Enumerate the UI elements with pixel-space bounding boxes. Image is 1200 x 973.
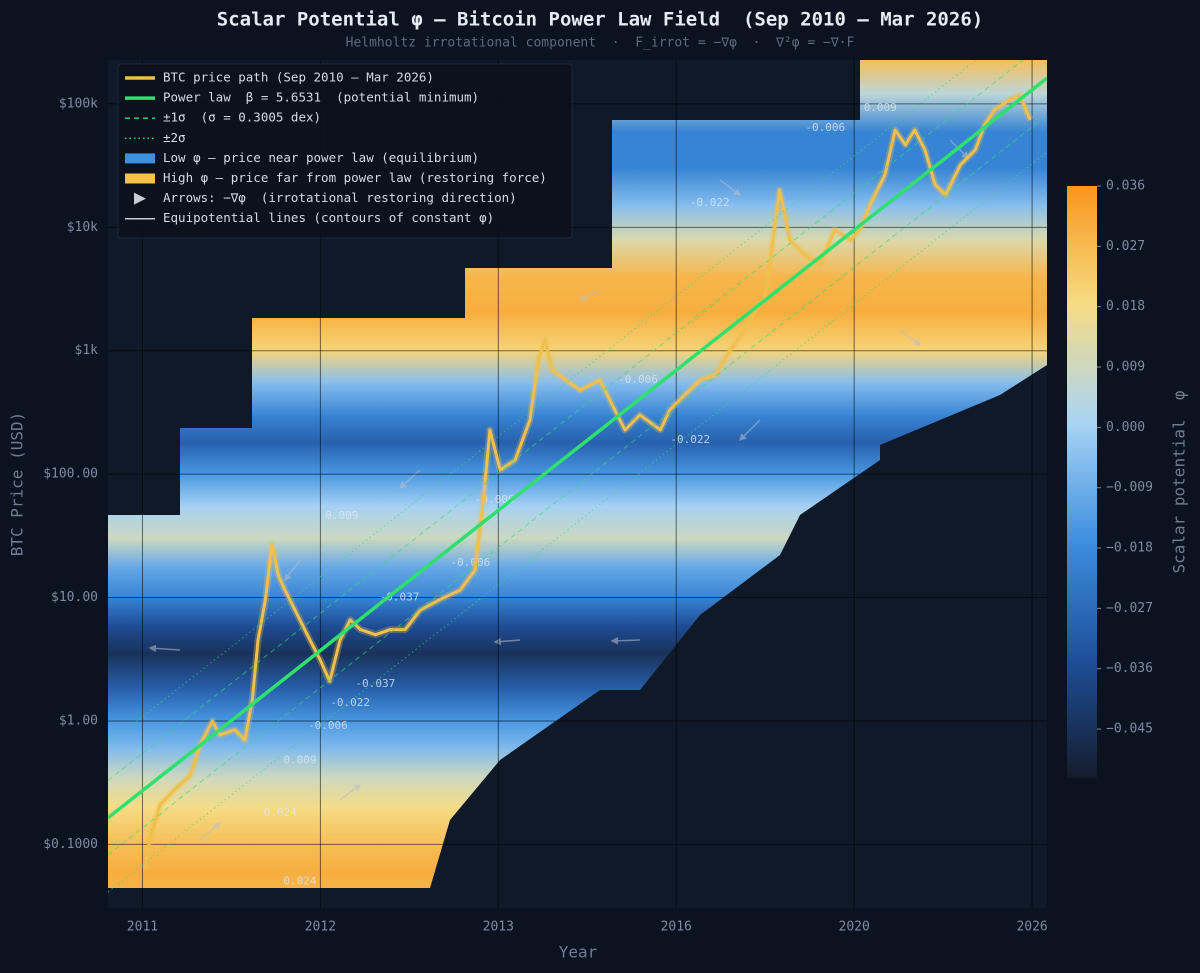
y-tick-label: $1.00: [59, 713, 98, 728]
legend-swatch: [134, 192, 146, 205]
field-arrow: [199, 822, 222, 841]
legend-swatch: [125, 173, 155, 184]
chart-subtitle: Helmholtz irrotational component · F_irr…: [346, 36, 855, 51]
x-axis-label: Year: [559, 943, 598, 962]
colorbar-tick-label: 0.027: [1106, 239, 1145, 254]
colorbar-tick-label: −0.027: [1106, 601, 1153, 616]
legend: BTC price path (Sep 2010 – Mar 2026) Powe…: [117, 63, 573, 239]
series: [108, 60, 1047, 893]
contour-label: 0.009: [283, 753, 316, 766]
contour-label: -0.022: [670, 433, 710, 446]
y-tick-label: $10.00: [51, 590, 98, 605]
x-tick-label: 2011: [127, 920, 158, 935]
contour-label: -0.022: [690, 196, 730, 209]
y-tick-label: $100.00: [43, 467, 98, 482]
field-arrow: [148, 644, 181, 653]
band-line: [108, 114, 1047, 856]
field-arrow: [339, 784, 362, 801]
colorbar-tick-label: 0.018: [1106, 299, 1145, 314]
field-band: [108, 350, 1047, 384]
colorbar-tick-label: −0.009: [1106, 480, 1153, 495]
x-tick-label: 2016: [661, 920, 692, 935]
contour-label: -0.037: [355, 677, 395, 690]
colorbar-tick-label: 0.000: [1106, 420, 1145, 435]
colorbar-label: Scalar potential φ: [1170, 390, 1189, 573]
y-tick-label: $10k: [67, 220, 98, 235]
field-arrow: [398, 469, 421, 490]
colorbar: 0.036 0.027 0.018 0.009 0.000 −0.009 −0.018 −0.…: [1067, 179, 1153, 778]
contour-labels: 0.009 0.009 -0.006 -0.022 -0.006 -0.022 -0.006…: [264, 101, 897, 888]
legend-label: Low φ — price near power law (equilibriu…: [163, 150, 479, 165]
contour-label: -0.006: [308, 719, 348, 732]
contour-label: 0.024: [264, 806, 297, 819]
power-law-line: [108, 76, 1047, 820]
x-tick-label: 2012: [305, 920, 336, 935]
x-tick-label: 2020: [839, 920, 870, 935]
contour-label: -0.006: [450, 556, 490, 569]
legend-label: ±1σ (σ = 0.3005 dex): [163, 110, 321, 125]
chart-title: Scalar Potential φ — Bitcoin Power Law F…: [217, 9, 983, 31]
field-arrow: [610, 637, 641, 645]
contour-label: -0.006: [805, 121, 845, 134]
field-arrows: [148, 139, 970, 841]
colorbar-tick-label: 0.009: [1106, 360, 1145, 375]
y-tick-label: $1k: [75, 343, 99, 358]
colorbar-tick-label: −0.045: [1106, 722, 1153, 737]
legend-label: BTC price path (Sep 2010 – Mar 2026): [163, 70, 434, 85]
band-line: [108, 151, 1047, 893]
x-tick-label: 2013: [483, 920, 514, 935]
field-band: [108, 414, 1047, 444]
legend-label: High φ — price far from power law (resto…: [163, 170, 547, 185]
contour-label: -0.006: [618, 373, 658, 386]
field-band: [108, 313, 1047, 352]
band-line: [108, 60, 977, 745]
contour-label: -0.022: [330, 696, 370, 709]
field-arrow: [578, 289, 601, 301]
legend-box: [117, 63, 573, 239]
field-arrow: [493, 637, 521, 646]
colorbar-gradient: [1067, 186, 1097, 778]
y-axis-label: BTC Price (USD): [8, 412, 27, 557]
legend-label: Power law β = 5.6531 (potential minimum): [163, 90, 479, 105]
y-tick-label: $0.1000: [43, 837, 98, 852]
legend-label: ±2σ: [163, 130, 186, 145]
field-arrow: [899, 329, 922, 346]
contour-label: 0.024: [283, 875, 316, 888]
band-line: [108, 60, 1024, 781]
field-arrow: [284, 559, 301, 582]
legend-label: Equipotential lines (contours of constan…: [163, 210, 494, 225]
contour-label: 0.009: [325, 509, 358, 522]
field-arrow: [738, 419, 761, 442]
axes: 2011 2012 2013 2016 2020 2026 $0.1000 $1.00 $10.…: [43, 96, 1048, 934]
legend-swatch: [125, 153, 155, 164]
colorbar-tick-label: 0.036: [1106, 179, 1145, 194]
contour-label: 0.009: [864, 101, 897, 114]
x-tick-label: 2026: [1016, 920, 1047, 935]
colorbar-tick-label: −0.018: [1106, 541, 1153, 556]
legend-label: Arrows: −∇φ (irrotational restoring dire…: [163, 190, 517, 205]
colorbar-tick-label: −0.036: [1106, 661, 1153, 676]
y-tick-label: $100k: [59, 96, 98, 111]
price-line: [143, 93, 1032, 869]
field-arrow: [719, 179, 742, 196]
